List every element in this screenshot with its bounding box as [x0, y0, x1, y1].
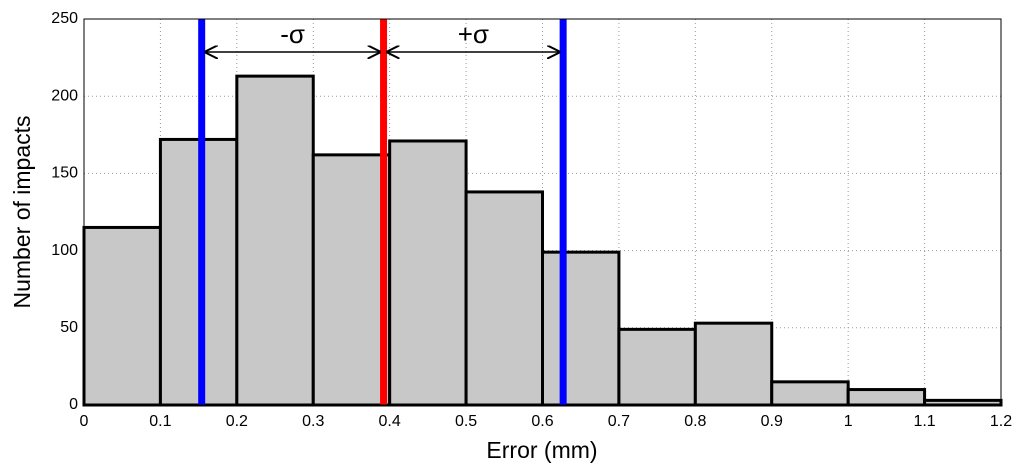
x-tick-label: 0.6 [531, 413, 553, 430]
bar [693, 321, 774, 407]
y-axis-label: Number of impacts [9, 115, 35, 308]
y-tick-label: 0 [69, 396, 78, 413]
bar [617, 327, 697, 407]
x-tick-label: 1.2 [990, 413, 1012, 430]
annotation: -σ [280, 19, 305, 49]
x-axis-label: Error (mm) [486, 437, 597, 463]
x-tick-label: 0.1 [149, 413, 171, 430]
y-tick-label: 200 [51, 87, 78, 104]
bar [464, 190, 545, 407]
x-tick-label: 0.8 [684, 413, 706, 430]
annotation: +σ [458, 19, 489, 49]
bar [923, 398, 1003, 407]
x-tick-label: 0.2 [226, 413, 248, 430]
x-tick-label: 0.4 [379, 413, 401, 430]
y-tick-label: 250 [51, 10, 78, 27]
y-tick-label: 150 [51, 165, 78, 182]
y-tick-label: 50 [60, 319, 78, 336]
bar [770, 380, 850, 407]
axes-box [83, 18, 1002, 406]
bar [82, 225, 162, 407]
x-tick-label: 1 [844, 413, 853, 430]
x-tick-label: 0.9 [761, 413, 783, 430]
x-tick-label: 1.1 [913, 413, 935, 430]
bar [541, 250, 621, 407]
y-tick-label: 100 [51, 242, 78, 259]
bar [388, 139, 468, 407]
x-tick-label: 0 [80, 413, 89, 430]
x-tick-label: 0.3 [302, 413, 324, 430]
x-tick-label: 0.5 [455, 413, 477, 430]
bar [311, 153, 392, 407]
bar [846, 388, 927, 407]
bar [235, 74, 315, 407]
x-tick-label: 0.7 [608, 413, 630, 430]
